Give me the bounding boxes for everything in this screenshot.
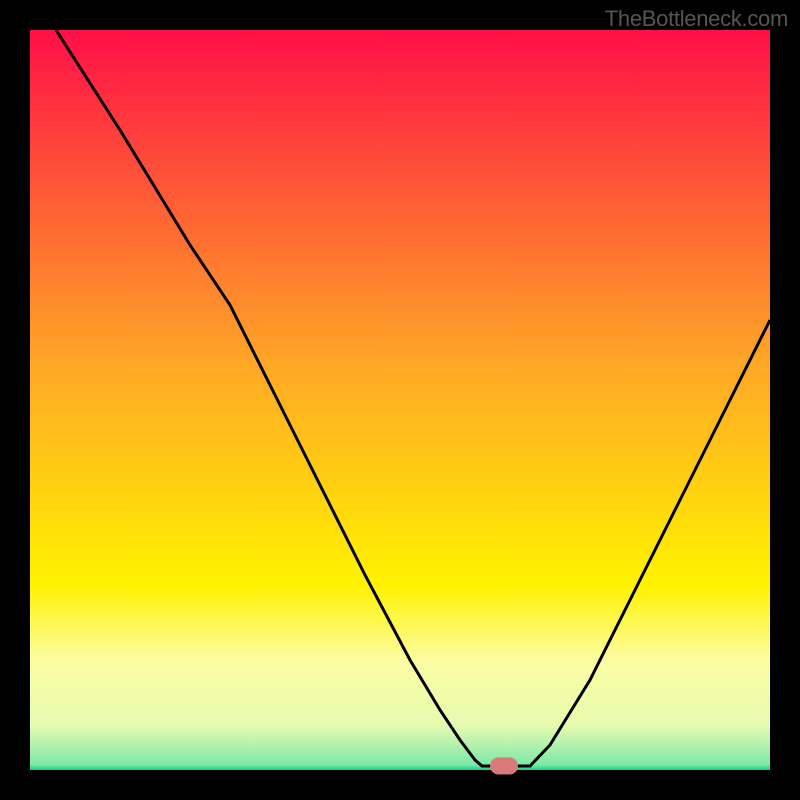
plot-area — [30, 30, 770, 770]
watermark-text: TheBottleneck.com — [605, 6, 788, 32]
optimal-marker — [490, 757, 518, 774]
bottleneck-curve — [30, 30, 770, 770]
